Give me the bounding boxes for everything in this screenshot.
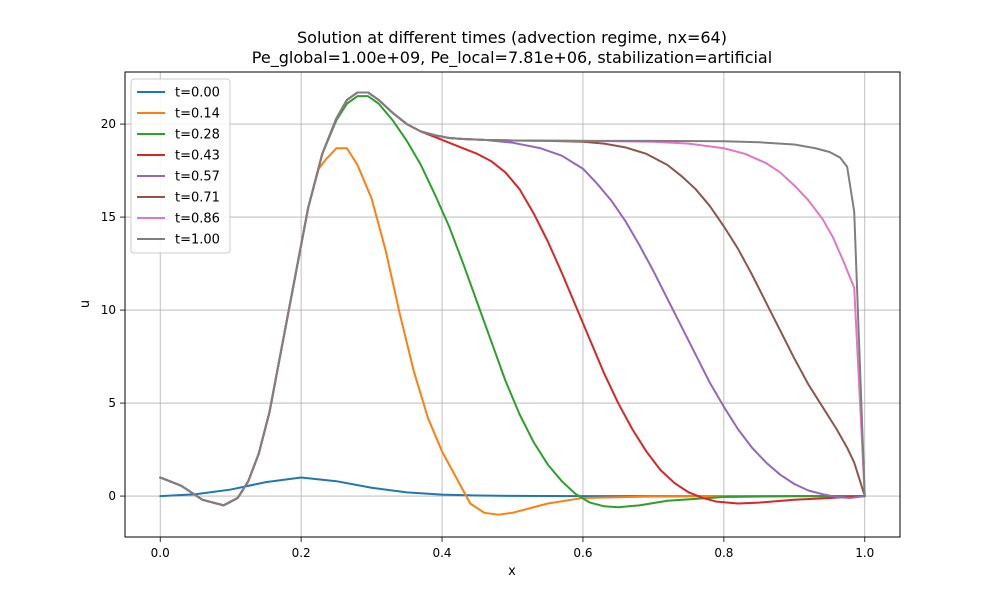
chart-title-line1: Solution at different times (advection r… (297, 28, 727, 47)
legend-label: t=0.57 (175, 170, 220, 185)
y-tick-label: 10 (101, 303, 116, 317)
plot-frame (124, 71, 901, 538)
legend-box (130, 78, 231, 254)
x-axis-label: x (508, 564, 516, 579)
y-tick-label: 20 (101, 117, 116, 131)
legend-label: t=0.71 (175, 191, 220, 206)
x-tick-label: 1.0 (855, 546, 874, 560)
chart-title-line2: Pe_global=1.00e+09, Pe_local=7.81e+06, s… (252, 48, 772, 68)
x-tick-label: 0.6 (573, 546, 592, 560)
legend-label: t=0.28 (175, 128, 220, 143)
x-tick-label: 0.4 (432, 546, 451, 560)
legend-label: t=0.00 (175, 86, 220, 101)
y-tick-label: 15 (101, 210, 116, 224)
x-tick-label: 0.2 (292, 546, 311, 560)
series-lines (159, 91, 866, 516)
legend: t=0.00 t=0.14 t=0.28 t=0.43 t=0.57 t=0.71 t=0.… (130, 78, 231, 254)
y-tick-label: 5 (108, 396, 116, 410)
legend-label: t=0.86 (175, 212, 220, 227)
legend-label: t=1.00 (175, 233, 220, 248)
legend-label: t=0.43 (175, 149, 220, 164)
legend-label: t=0.14 (175, 107, 220, 122)
series-line-t=1.00 (159, 91, 866, 507)
y-tick-label: 0 (108, 489, 116, 503)
axis-ticks: 0.0 0.2 0.4 0.6 0.8 1.0 0 5 10 15 20 (101, 117, 875, 560)
x-tick-label: 0.8 (714, 546, 733, 560)
x-tick-label: 0.0 (151, 546, 170, 560)
y-axis-label: u (78, 300, 93, 308)
